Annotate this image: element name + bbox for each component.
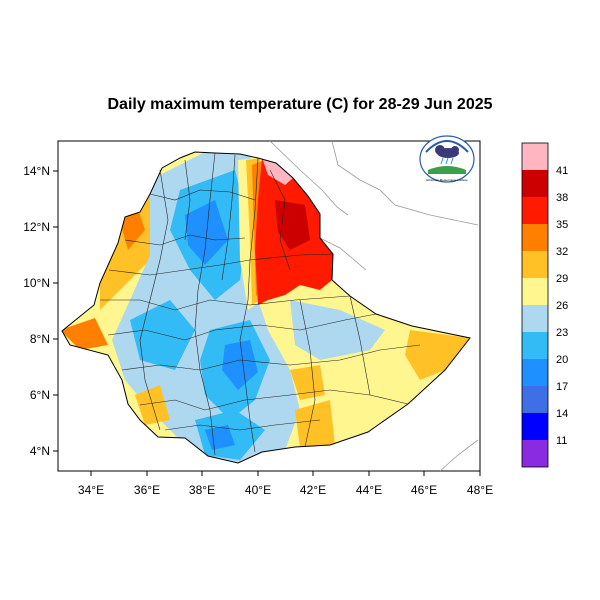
lon-tick-label: 40°E xyxy=(245,483,271,497)
colorbar-label: 11 xyxy=(556,435,567,447)
lat-tick-label: 4°N xyxy=(30,444,50,458)
lat-tick-label: 6°N xyxy=(30,388,50,402)
colorbar: 41 38 35 32 29 26 23 20 17 14 11 xyxy=(521,142,568,468)
colorbar-label: 17 xyxy=(556,381,568,393)
lat-tick-label: 14°N xyxy=(23,164,50,178)
colorbar-swatch xyxy=(522,305,548,332)
colorbar-label: 26 xyxy=(556,300,568,312)
colorbar-label: 35 xyxy=(556,219,568,231)
colorbar-swatch xyxy=(522,332,548,359)
colorbar-swatch xyxy=(522,413,548,440)
colorbar-swatch xyxy=(522,170,548,197)
neighbour-borders xyxy=(269,140,479,472)
colorbar-label: 38 xyxy=(556,192,568,204)
lat-tick-labels: 4°N 6°N 8°N 10°N 12°N 14°N xyxy=(23,164,50,458)
agency-logo: Ethiopian Meteorology Institute xyxy=(419,135,475,183)
lon-tick-label: 44°E xyxy=(356,483,382,497)
lon-tick-label: 36°E xyxy=(134,483,160,497)
colorbar-label: 29 xyxy=(556,273,568,285)
colorbar-label: 14 xyxy=(556,408,568,420)
lat-tick-label: 12°N xyxy=(23,220,50,234)
lon-tick-label: 38°E xyxy=(189,483,215,497)
colorbar-label: 20 xyxy=(556,354,568,366)
colorbar-swatch xyxy=(522,278,548,305)
colorbar-swatch xyxy=(522,359,548,386)
lon-tick-label: 46°E xyxy=(411,483,437,497)
colorbar-swatch xyxy=(522,224,548,251)
colorbar-swatch xyxy=(522,251,548,278)
map-title: Daily maximum temperature (C) for 28-29 … xyxy=(107,96,493,113)
colorbar-swatch xyxy=(522,386,548,413)
colorbar-label: 41 xyxy=(556,165,568,177)
zone-borders xyxy=(100,152,421,456)
country-border xyxy=(61,151,471,464)
lon-tick-label: 42°E xyxy=(300,483,326,497)
lon-tick-label: 48°E xyxy=(467,483,493,497)
lon-tick-label: 34°E xyxy=(78,483,104,497)
colorbar-swatch xyxy=(522,197,548,224)
lat-tick-label: 10°N xyxy=(23,276,50,290)
lon-tick-labels: 34°E 36°E 38°E 40°E 42°E 44°E 46°E 48°E xyxy=(78,483,493,497)
lat-tick-label: 8°N xyxy=(30,332,50,346)
colorbar-label: 32 xyxy=(556,246,568,258)
colorbar-swatch xyxy=(522,143,548,170)
axis-ticks xyxy=(53,170,481,476)
logo-text: Ethiopian Meteorology Institute xyxy=(426,178,468,182)
colorbar-label: 23 xyxy=(556,327,568,339)
colorbar-swatch xyxy=(522,440,548,467)
